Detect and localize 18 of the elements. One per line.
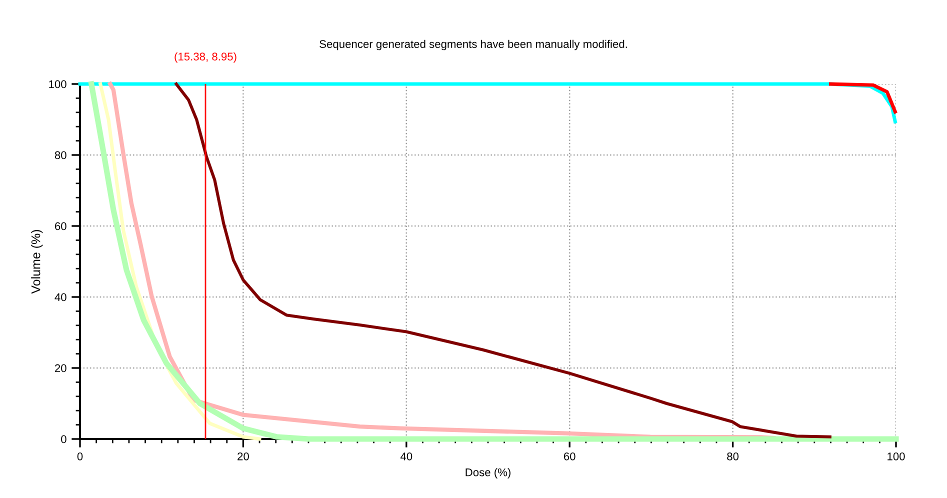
x-tick-label: 60 — [564, 452, 576, 460]
y-tick-label: 20 — [55, 364, 66, 372]
y-tick-label: 0 — [61, 435, 66, 444]
chart-title: Sequencer generated segments have been manually modified. — [320, 40, 627, 50]
line-series — [174, 82, 832, 438]
y-tick-label: 60 — [55, 222, 66, 230]
x-tick-label: 20 — [238, 452, 249, 460]
x-tick-label: 0 — [77, 452, 83, 460]
x-tick-label: 80 — [727, 452, 739, 460]
y-axis-title: Volume (%) — [31, 230, 43, 294]
x-tick-label: 40 — [400, 452, 412, 460]
x-tick-label: 100 — [888, 452, 905, 460]
ref-line-label: (15.38, 8.95) — [174, 52, 236, 63]
y-tick-label: 80 — [54, 151, 66, 160]
line-series — [828, 82, 897, 114]
y-tick-label: 40 — [54, 293, 66, 302]
x-axis-title: Dose (%) — [466, 468, 510, 478]
y-tick-label: 100 — [49, 80, 66, 88]
